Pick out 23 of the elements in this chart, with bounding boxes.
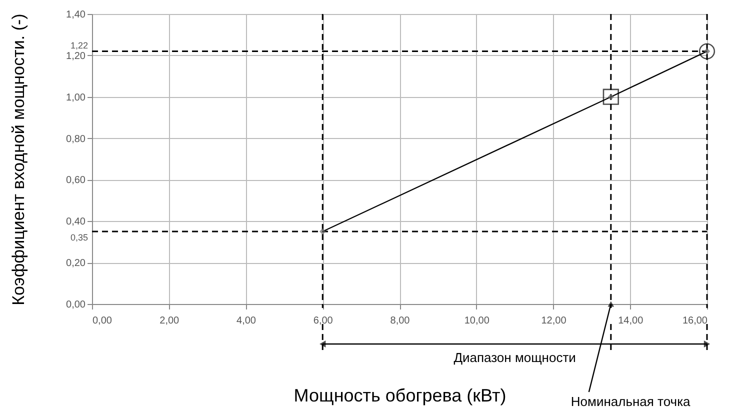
x-tick-label: 10,00 [464, 316, 490, 326]
x-tick-label: 14,00 [618, 316, 644, 326]
x-axis-title: Мощность обогрева (кВт) [294, 386, 506, 406]
y-axis-title: Коэффициент входной мощности. (-) [9, 14, 28, 306]
annotation: Номинальная точка [570, 394, 692, 409]
y-tick-label: 0,20 [66, 258, 86, 270]
text: Диапазон мощности [454, 350, 576, 365]
ref-line-label: 1,22 [70, 40, 88, 50]
y-tick-label: 1,00 [66, 92, 86, 104]
y-tick-label: 1,20 [66, 50, 86, 62]
y-tick-label: 0,40 [66, 216, 86, 228]
x-tick-label: 0,00 [92, 316, 112, 326]
y-tick-label: 0,80 [66, 134, 86, 145]
x-tick-label: 6,00 [313, 316, 334, 326]
y-tick-label: 1,40 [66, 10, 86, 20]
ref-line-label: 0,35 [70, 232, 88, 242]
x-tick-label: 8,00 [390, 316, 410, 326]
x-tick-label: 12,00 [541, 316, 567, 326]
x-tick-label: 2,00 [160, 316, 180, 326]
x-tick-label: 4,00 [236, 316, 256, 326]
y-tick-label: 0,00 [66, 300, 86, 310]
x-tick-label: 16,00 [682, 316, 708, 326]
y-tick-label: 0,60 [66, 175, 86, 186]
